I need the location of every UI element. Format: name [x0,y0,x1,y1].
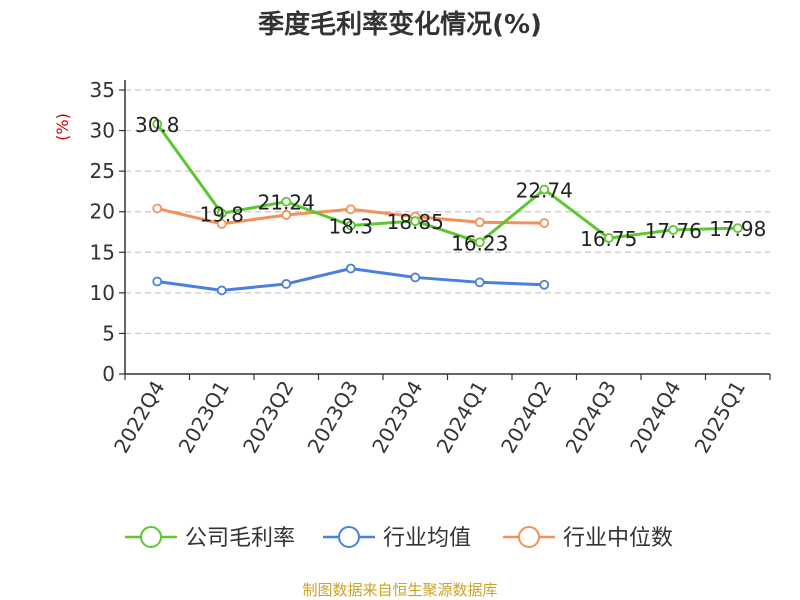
x-tick-label-2023Q3: 2023Q3 [303,377,363,458]
data-label-2025Q1: 17.98 [709,217,766,241]
data-label-2024Q4: 17.76 [645,219,702,243]
data-point-s0-2023Q4 [410,216,421,226]
data-point-s2-2023Q1 [216,218,227,229]
data-point-s1-2024Q1 [474,277,485,288]
x-tick-label-2022Q4: 2022Q4 [109,377,169,458]
y-tick-label-35: 35 [90,78,115,102]
chart-title: 季度毛利率变化情况(%) [258,9,542,40]
data-label-2023Q4: 18.85 [387,210,444,234]
data-point-s0-2024Q1 [474,237,485,248]
data-point-s0-2022Q4 [152,119,163,129]
data-point-s0-2024Q2 [539,184,550,195]
series-lines [152,119,743,296]
data-point-s2-2023Q2 [281,210,292,220]
data-point-s0-2023Q2 [281,196,292,207]
data-point-s0-2025Q1 [732,223,743,234]
y-tick-label-25: 25 [90,159,115,183]
data-point-s0-2024Q3 [603,233,614,243]
data-label-2023Q3: 18.3 [328,215,373,239]
data-labels: 30.8 19.8 21.24 18.3 18.85 16.23 22.74 16.75 17.… [135,113,766,255]
data-point-s2-2023Q3 [345,204,356,215]
data-point-s1-2023Q2 [281,279,292,289]
x-tick-label-2023Q1: 2023Q1 [174,377,234,458]
y-tick-label-15: 15 [90,240,115,264]
data-label-2022Q4: 30.8 [135,113,180,137]
legend-item-2[interactable]: 行业中位数 [503,526,673,551]
axes [119,80,771,380]
x-tick-label-2024Q2: 2024Q2 [496,377,556,458]
y-tick-label-20: 20 [90,200,115,224]
y-axis-label: (%) [53,113,72,141]
data-point-s2-2024Q1 [474,217,485,228]
y-tick-label-30: 30 [90,119,115,143]
legend-label-1: 行业均值 [383,526,471,551]
legend-marker-0 [140,526,162,548]
y-tick-labels: 0 5 10 15 20 25 30 35 [90,78,115,386]
x-tick-label-2025Q1: 2025Q1 [690,377,750,458]
legend-label-0: 公司毛利率 [185,526,295,551]
data-point-s0-2023Q3 [345,220,356,231]
legend-item-0[interactable]: 公司毛利率 [125,526,295,551]
grid-lines [125,89,770,335]
x-tick-label-2024Q1: 2024Q1 [432,377,492,458]
data-label-2024Q1: 16.23 [451,231,508,255]
series-line-0 [156,123,738,244]
y-tick-label-5: 5 [102,321,115,345]
data-point-s2-2022Q4 [152,203,163,214]
data-label-2023Q2: 21.24 [258,191,315,215]
legend-label-2: 行业中位数 [563,526,673,551]
x-tick-label-2023Q4: 2023Q4 [367,377,427,458]
data-label-2024Q2: 22.74 [516,178,573,202]
data-point-s1-2023Q4 [410,272,421,283]
data-point-s2-2024Q2 [539,218,550,228]
x-tick-label-2023Q2: 2023Q2 [238,377,298,458]
x-tick-label-2024Q4: 2024Q4 [625,377,685,458]
y-tick-label-0: 0 [102,362,115,386]
data-point-s0-2024Q4 [668,224,679,235]
data-label-2023Q1: 19.8 [199,202,244,226]
data-point-s1-2022Q4 [152,276,163,287]
data-point-s1-2024Q2 [539,279,550,290]
legend-marker-2 [518,526,540,548]
source-note: 制图数据来自恒生聚源数据库 [302,581,497,599]
legend-item-1[interactable]: 行业均值 [323,526,471,551]
x-tick-labels: 2022Q4 2023Q1 2023Q2 2023Q3 2023Q4 2024Q1 2024… [109,377,750,458]
data-point-s0-2023Q1 [216,208,227,219]
legend-marker-1 [338,526,360,548]
data-label-2024Q3: 16.75 [580,227,637,251]
data-point-s1-2023Q1 [216,285,227,296]
x-tick-label-2024Q3: 2024Q3 [561,377,621,458]
y-tick-label-10: 10 [90,281,115,305]
data-point-s1-2023Q3 [345,263,356,274]
legend[interactable]: 公司毛利率 行业均值 行业中位数 [125,526,673,551]
